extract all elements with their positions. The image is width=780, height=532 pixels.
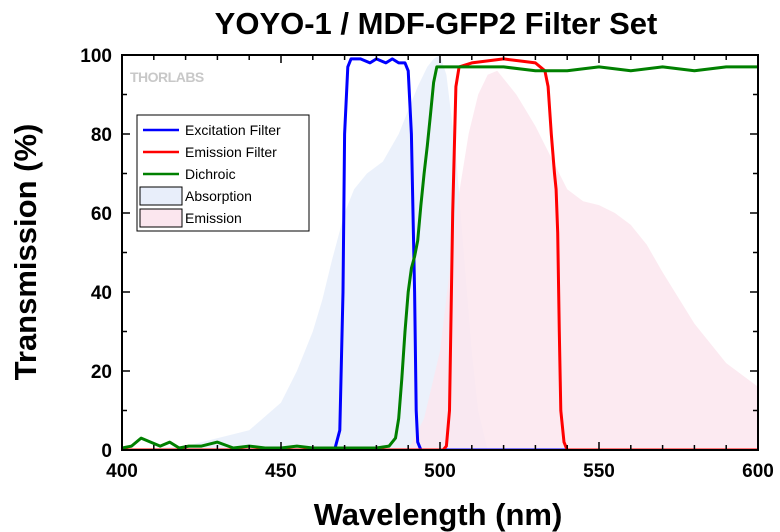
x-tick-label: 450 [265,461,297,482]
series-absorption-area [122,55,488,450]
y-tick-label: 0 [101,441,112,462]
x-axis-title: Wavelength (nm) [314,497,563,532]
series-excitation-filter-line [122,57,758,450]
y-tick-label: 40 [91,283,112,304]
chart-title: YOYO-1 / MDF-GFP2 Filter Set [215,6,658,41]
legend-label-emission-filter: Emission Filter [185,144,277,160]
y-tick-label: 100 [80,46,112,67]
x-tick-label: 600 [742,461,774,482]
legend: Excitation Filter Emission Filter Dichroic… [136,114,310,232]
y-tick-label: 20 [91,362,112,383]
x-tick-label: 500 [424,461,456,482]
legend-swatch-emission [139,208,183,228]
series-group [122,55,758,450]
plot-area: THORLABS 400 450 500 550 600 0 20 40 60 80 100 Excit… [80,46,774,482]
legend-label-absorption: Absorption [185,188,252,204]
legend-label-emission: Emission [185,210,242,226]
x-tick-label: 400 [106,461,138,482]
legend-label-excitation-filter: Excitation Filter [185,122,281,138]
legend-swatch-absorption [139,186,183,206]
thorlabs-watermark: THORLABS [130,69,204,85]
y-tick-label: 80 [91,125,112,146]
y-axis-title: Transmission (%) [8,124,43,381]
x-tick-label: 550 [583,461,615,482]
y-tick-label: 60 [91,204,112,225]
legend-label-dichroic: Dichroic [185,166,236,182]
series-emission-filter-line [122,57,758,450]
series-emission-area [408,70,758,450]
series-dichroic-line [122,65,758,450]
